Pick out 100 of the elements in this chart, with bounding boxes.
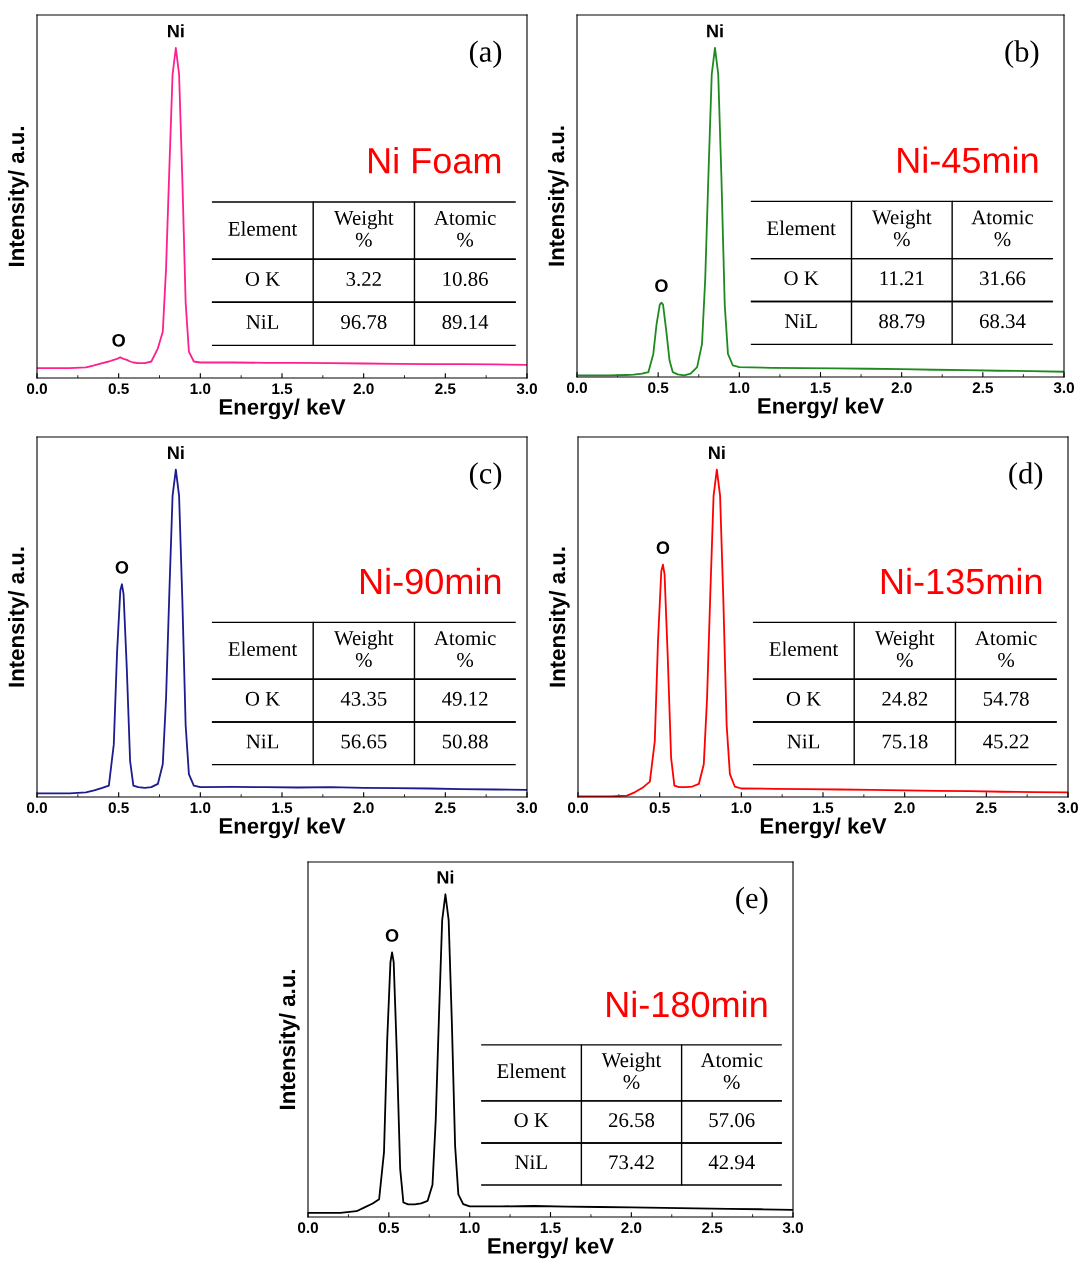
annotation: Ni <box>437 870 454 884</box>
x-tick-label: 1.0 <box>731 802 752 814</box>
annotation: (a) <box>469 40 502 69</box>
x-tick-label: 2.5 <box>435 383 456 395</box>
annotation: Ni <box>168 24 184 38</box>
annotation: Weight % <box>334 630 394 668</box>
annotation: (c) <box>469 462 502 490</box>
y-axis-title: Intensity/ a.u. <box>548 547 570 687</box>
x-tick-label: 3.0 <box>516 802 537 814</box>
annotation: O K <box>786 691 821 706</box>
annotation: Ni-90min <box>360 567 501 595</box>
annotation: Atomic % <box>434 210 496 247</box>
annotation: 73.42 <box>609 1155 654 1170</box>
annotation: 89.14 <box>442 314 489 330</box>
x-axis-title: Energy/ keV <box>219 817 346 839</box>
annotation: 26.58 <box>608 1113 655 1128</box>
annotation: Weight % <box>875 630 935 668</box>
annotation: Element <box>767 220 836 236</box>
annotation: 3.22 <box>346 272 381 287</box>
annotation: Ni-45min <box>898 146 1038 174</box>
annotation: 11.21 <box>880 271 924 286</box>
annotation: 96.78 <box>341 314 387 330</box>
annotation: 43.35 <box>340 691 387 706</box>
annotation: 88.79 <box>879 314 925 329</box>
x-tick-label: 2.0 <box>621 1222 642 1234</box>
annotation: Atomic % <box>700 1053 763 1090</box>
x-tick-label: 2.5 <box>435 802 456 814</box>
annotation: Atomic % <box>975 631 1037 668</box>
annotation: Atomic % <box>971 210 1034 247</box>
annotation: 50.88 <box>442 734 488 749</box>
annotation: O K <box>245 691 280 706</box>
y-axis-title: Intensity/ a.u. <box>7 127 29 267</box>
annotation: 75.18 <box>882 734 928 749</box>
annotation: 31.66 <box>980 271 1026 286</box>
annotation: (e) <box>736 886 768 915</box>
annotation: O <box>385 929 399 942</box>
x-tick-label: 1.5 <box>272 383 293 395</box>
x-tick-label: 0.0 <box>567 802 588 814</box>
x-tick-label: 1.5 <box>540 1222 561 1234</box>
annotation: NiL <box>787 734 820 749</box>
annotation: Weight % <box>334 210 394 247</box>
x-tick-label: 1.5 <box>813 802 834 814</box>
annotation: Weight % <box>601 1052 662 1090</box>
annotation: O K <box>784 271 819 286</box>
annotation: (d) <box>1009 462 1043 490</box>
y-axis-title: Intensity/ a.u. <box>278 970 300 1110</box>
annotation: O K <box>245 272 280 287</box>
x-tick-label: 1.0 <box>190 802 211 814</box>
annotation: Atomic % <box>434 631 496 668</box>
annotation: 24.82 <box>882 691 928 706</box>
y-axis-title: Intensity/ a.u. <box>7 547 29 687</box>
x-tick-label: 0.5 <box>108 383 129 395</box>
x-tick-label: 0.5 <box>378 1222 400 1234</box>
annotation: O <box>656 541 670 555</box>
y-axis-title: Intensity/ a.u. <box>547 126 569 266</box>
x-tick-label: 0.0 <box>566 382 587 394</box>
annotation: NiL <box>246 734 279 749</box>
annotation: Element <box>769 641 839 657</box>
annotation: Weight % <box>872 209 932 247</box>
annotation: Element <box>228 221 298 236</box>
annotation: Ni <box>709 445 725 460</box>
x-tick-label: 0.5 <box>648 382 669 394</box>
x-tick-label: 1.0 <box>460 1222 480 1234</box>
annotation: Ni <box>707 24 723 38</box>
annotation: O <box>112 333 125 347</box>
annotation: (b) <box>1005 40 1039 69</box>
x-tick-label: 0.0 <box>26 383 47 395</box>
x-tick-label: 2.0 <box>894 802 915 814</box>
x-tick-label: 2.5 <box>972 382 994 394</box>
x-axis-title: Energy/ keV <box>760 817 887 839</box>
annotation: Ni <box>168 445 184 460</box>
annotation: NiL <box>785 314 817 328</box>
x-tick-label: 1.5 <box>810 382 831 394</box>
annotation: Element <box>228 641 298 657</box>
x-tick-label: 2.0 <box>353 802 374 814</box>
annotation: 42.94 <box>708 1155 755 1170</box>
annotation: 56.65 <box>341 734 387 749</box>
annotation: NiL <box>515 1155 547 1170</box>
x-tick-label: 0.5 <box>649 802 670 814</box>
annotation: 49.12 <box>442 691 488 706</box>
annotation: O <box>655 279 668 293</box>
x-tick-label: 2.5 <box>976 802 997 814</box>
annotation: Ni Foam <box>369 147 501 174</box>
annotation: Ni-180min <box>607 990 767 1018</box>
annotation: Ni-135min <box>881 567 1042 595</box>
annotation: 54.78 <box>983 691 1029 706</box>
annotation: 57.06 <box>709 1113 755 1128</box>
annotation: NiL <box>246 315 279 329</box>
annotation: O <box>115 560 129 574</box>
x-tick-label: 0.0 <box>26 802 47 814</box>
annotation: 45.22 <box>983 734 1029 749</box>
x-axis-title: Energy/ keV <box>219 398 346 420</box>
x-tick-label: 0.5 <box>108 802 129 814</box>
x-axis-title: Energy/ keV <box>758 397 884 419</box>
x-tick-label: 3.0 <box>782 1222 803 1234</box>
x-axis-title: Energy/ keV <box>488 1237 614 1259</box>
annotation: O K <box>514 1113 549 1128</box>
x-tick-label: 2.0 <box>891 382 912 394</box>
annotation: Element <box>497 1063 566 1079</box>
annotation: 10.86 <box>443 271 488 287</box>
